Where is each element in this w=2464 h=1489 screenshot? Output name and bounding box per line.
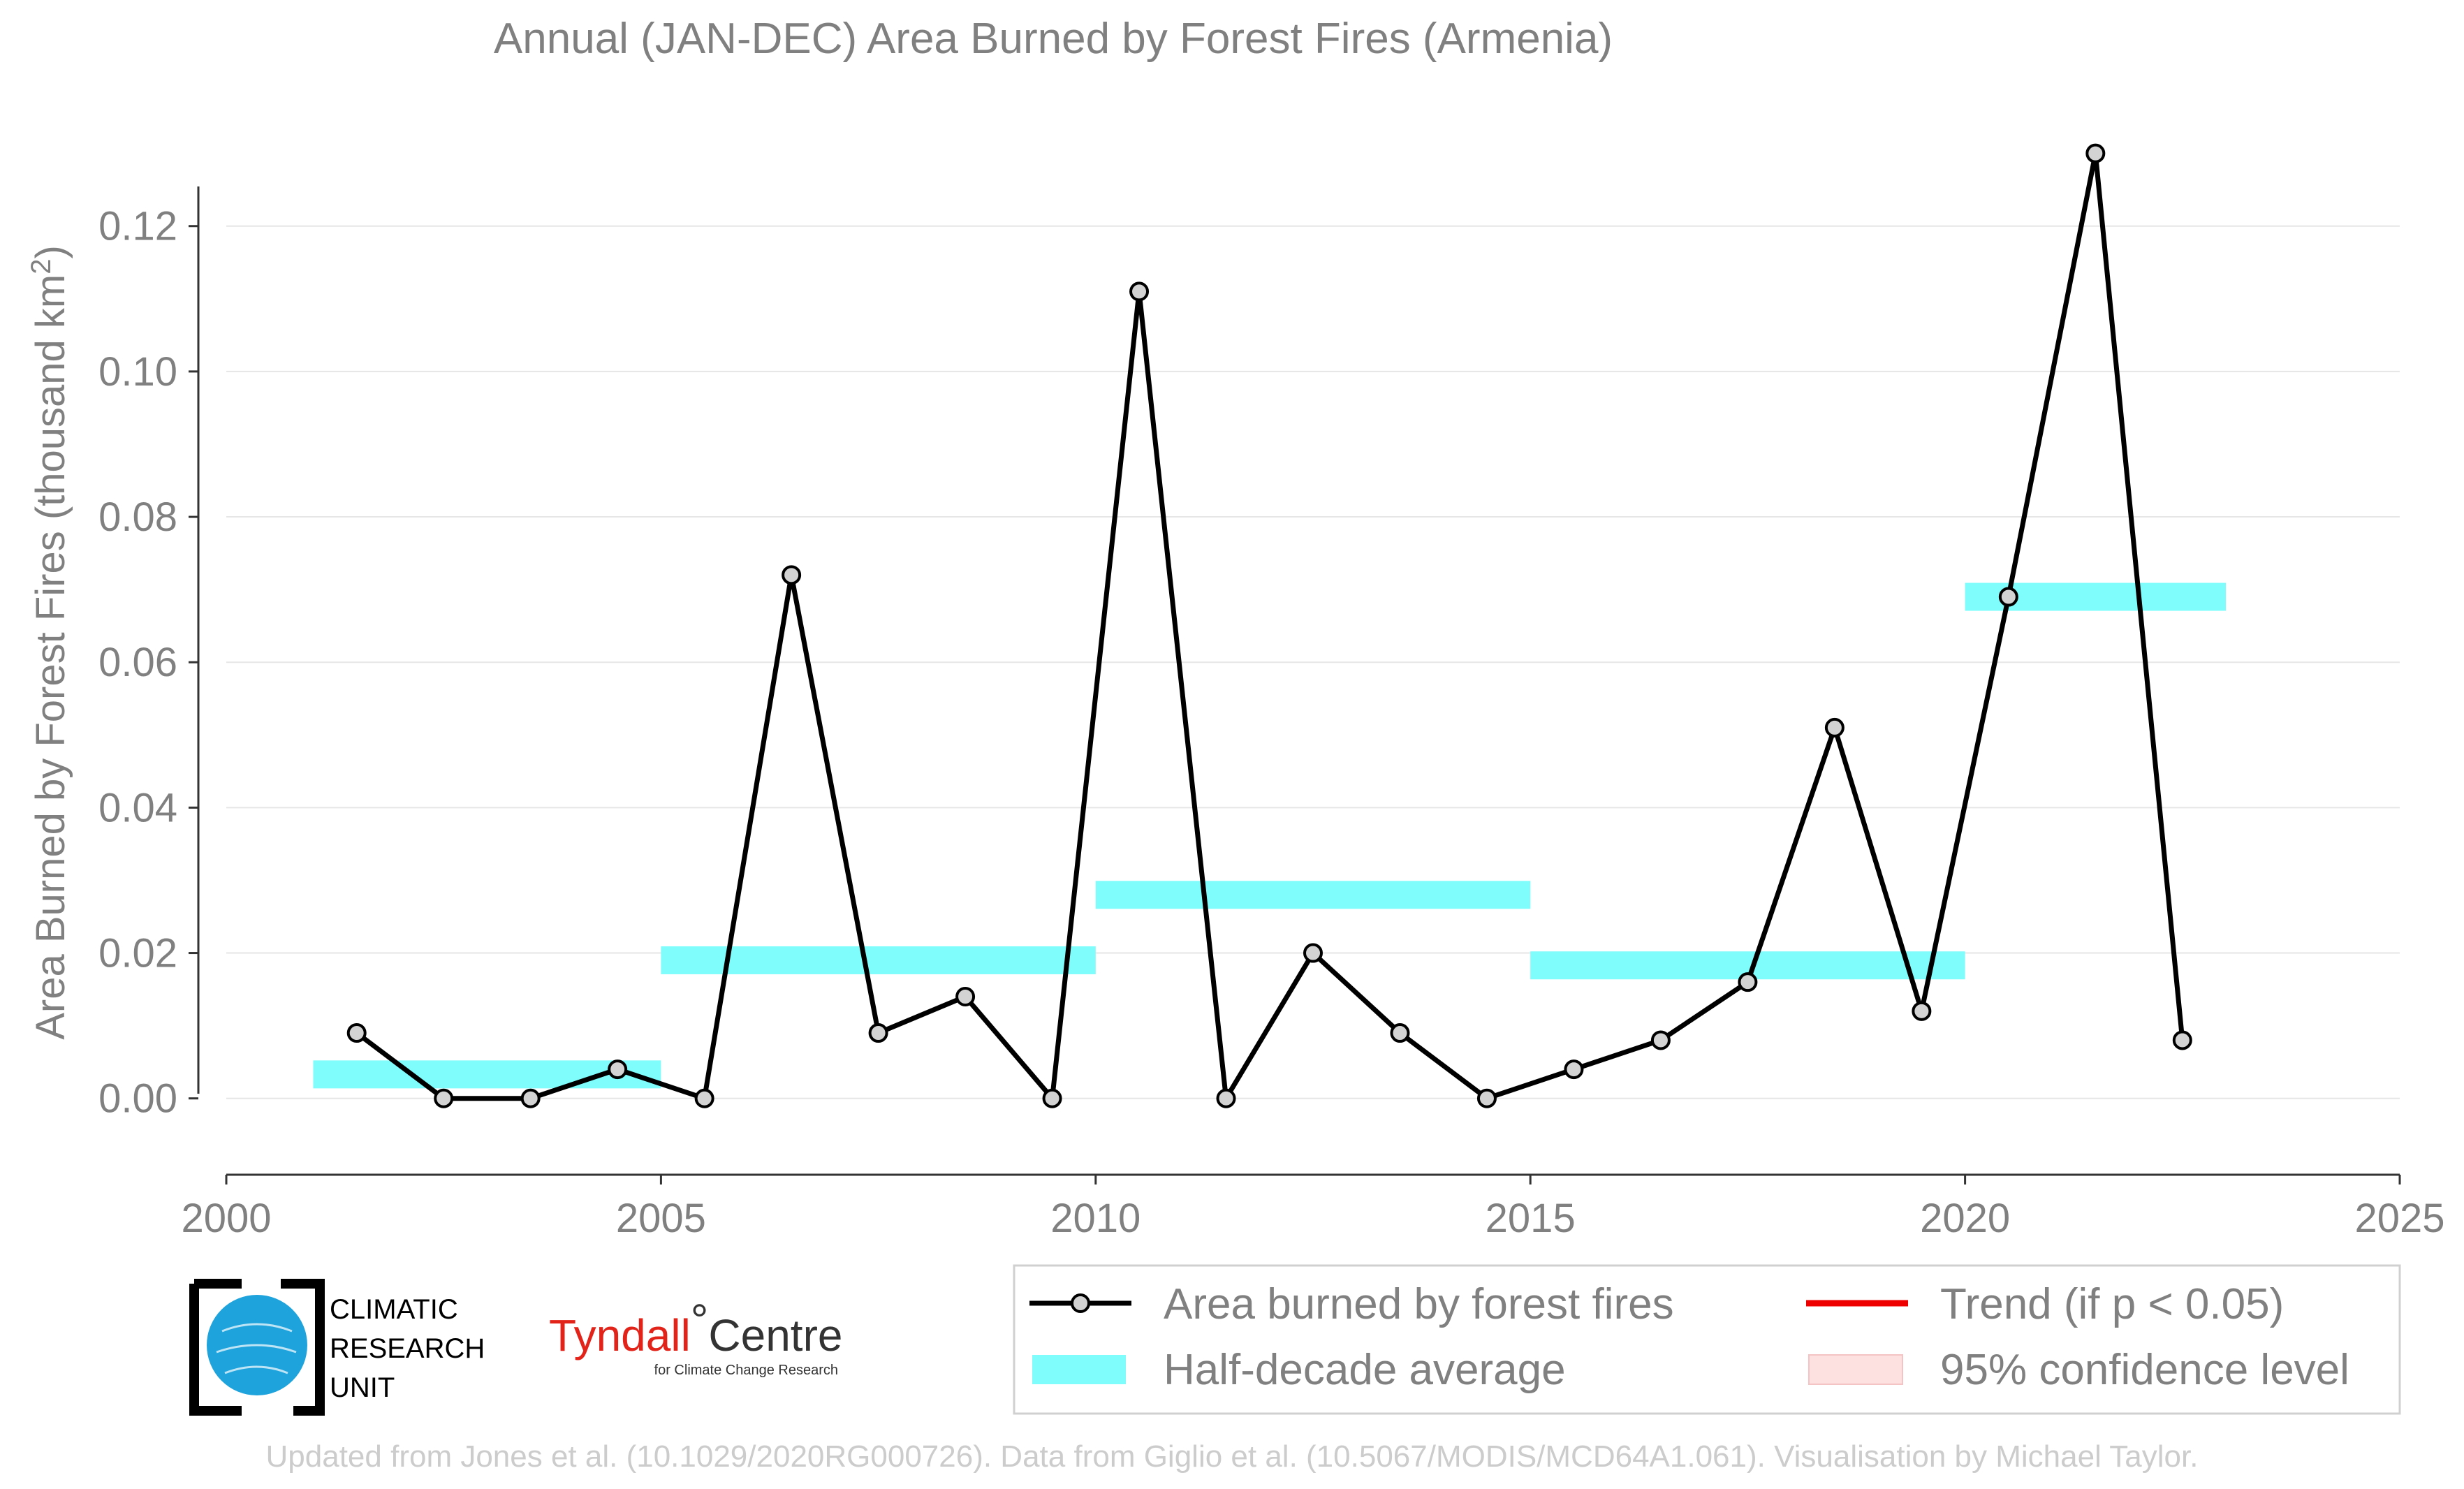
y-tick-label: 0.12 <box>98 204 177 249</box>
data-point <box>782 565 802 585</box>
tyndall-degree: ° <box>691 1295 709 1345</box>
y-tick-label: 0.02 <box>98 931 177 976</box>
data-point <box>1998 587 2018 607</box>
data-point <box>955 987 976 1006</box>
cru-globe-lines <box>216 1323 297 1374</box>
cru-text-line-2: UNIT <box>330 1372 395 1403</box>
tyndall-logo: Tyndall°Centre for Climate Change Resear… <box>549 1295 842 1378</box>
cru-text-line-0: CLIMATIC <box>330 1294 458 1325</box>
tyndall-subtitle: for Climate Change Research <box>654 1363 838 1378</box>
x-tick-label: 2020 <box>1920 1196 2010 1241</box>
x-tick-label: 2025 <box>2354 1196 2444 1241</box>
y-axis-label-close: ) <box>28 245 73 258</box>
data-point <box>1216 1088 1236 1108</box>
series-line-group <box>355 151 2185 1101</box>
y-tick-label: 0.04 <box>98 785 177 830</box>
data-point <box>1564 1059 1584 1080</box>
data-point <box>346 1023 367 1043</box>
cru-logo: CLIMATIC RESEARCH UNIT <box>189 1279 485 1416</box>
data-point <box>608 1059 628 1080</box>
y-tick-label: 0.08 <box>98 494 177 540</box>
data-point <box>1476 1088 1497 1108</box>
data-point <box>868 1023 888 1043</box>
half-decade-bands <box>313 582 2227 1089</box>
data-point <box>1042 1088 1062 1108</box>
legend-label-confidence: 95% confidence level <box>1940 1346 2349 1394</box>
cru-bracket-shape <box>189 1279 325 1416</box>
y-axis-label-main: Area Burned by Forest Fires (thousand km <box>28 274 73 1040</box>
chart-title: Annual (JAN-DEC) Area Burned by Forest F… <box>494 15 1613 63</box>
x-ticks: 2000 2005 2010 2015 2020 2025 <box>181 1175 2445 1241</box>
legend-box <box>1013 1264 2401 1415</box>
x-tick-label: 2000 <box>181 1196 271 1241</box>
tyndall-centre-word: Centre <box>708 1310 842 1360</box>
data-point <box>1738 972 1758 992</box>
y-axis-label-superscript: 2 <box>26 259 57 274</box>
data-point <box>1129 281 1150 302</box>
y-tick-label: 0.06 <box>98 640 177 685</box>
grid <box>226 225 2400 1099</box>
data-point <box>520 1088 541 1108</box>
series-line <box>355 151 2185 1101</box>
half-decade-band <box>661 946 1096 974</box>
legend-label-half-decade: Half-decade average <box>1164 1346 1566 1394</box>
x-tick-label: 2005 <box>616 1196 706 1241</box>
half-decade-band <box>1095 881 1531 909</box>
legend: Area burned by forest fires Trend (if p … <box>1013 1264 2401 1415</box>
footer-credit: Updated from Jones et al. (10.1029/2020R… <box>266 1439 2199 1474</box>
legend-label-series: Area burned by forest fires <box>1164 1280 1674 1328</box>
x-tick-label: 2010 <box>1050 1196 1141 1241</box>
y-ticks: 0.00 0.02 0.04 0.06 0.08 0.10 0.12 <box>98 204 198 1122</box>
tyndall-word: Tyndall <box>549 1310 691 1360</box>
data-point <box>1390 1023 1410 1043</box>
legend-label-trend: Trend (if p < 0.05) <box>1940 1280 2284 1328</box>
series-points <box>346 143 2192 1108</box>
tyndall-wordmark: Tyndall°Centre <box>549 1295 842 1360</box>
legend-swatch-half-decade <box>1032 1355 1126 1384</box>
y-tick-label: 0.00 <box>98 1076 177 1122</box>
legend-swatch-marker <box>1071 1293 1090 1313</box>
data-point <box>694 1088 714 1108</box>
y-axis-label: Area Burned by Forest Fires (thousand km… <box>26 245 73 1040</box>
cru-text-line-1: RESEARCH <box>330 1333 485 1364</box>
legend-swatch-confidence <box>1808 1354 1903 1385</box>
y-tick-label: 0.10 <box>98 349 177 395</box>
axes <box>197 186 2400 1176</box>
x-tick-label: 2015 <box>1486 1196 1576 1241</box>
data-point <box>1303 943 1323 963</box>
data-point <box>1650 1030 1671 1050</box>
data-point <box>434 1088 454 1108</box>
data-point <box>1824 717 1845 738</box>
data-point <box>2085 143 2106 163</box>
data-point <box>1912 1001 1932 1021</box>
data-point <box>2172 1030 2192 1050</box>
